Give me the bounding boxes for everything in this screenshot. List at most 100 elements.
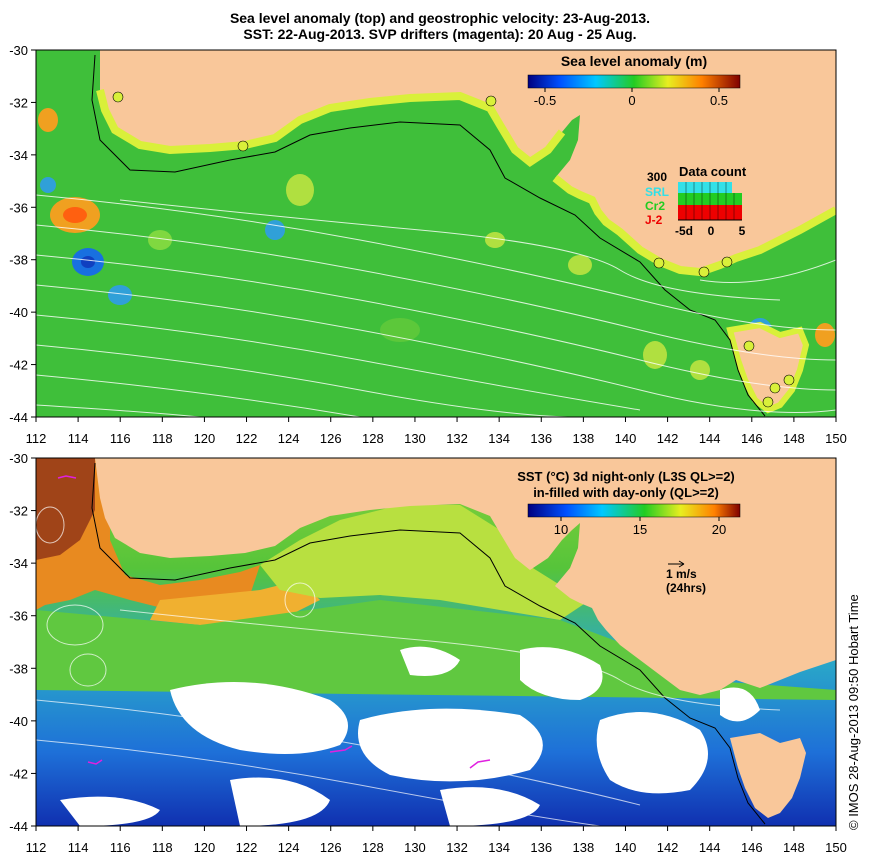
bottom-map-frame bbox=[35, 457, 837, 827]
x-tick-label: 124 bbox=[278, 840, 300, 855]
x-tick-label: 142 bbox=[657, 840, 679, 855]
y-tick-label: -36 bbox=[9, 609, 28, 624]
x-tick-label: 126 bbox=[320, 840, 342, 855]
x-tick-label: 146 bbox=[741, 840, 763, 855]
velocity-scale-sublabel: (24hrs) bbox=[666, 581, 706, 595]
sst-colorbar-ticks: 10 15 20 bbox=[554, 517, 726, 537]
ssh-contours-bottom bbox=[36, 506, 781, 826]
inset-legend-srl: SRL bbox=[645, 185, 669, 199]
x-tick-label: 118 bbox=[152, 840, 173, 855]
x-tick-label: 128 bbox=[362, 431, 384, 446]
data-count-inset: Data count 300 SRL Cr2 J-2 -5d 0 5 bbox=[645, 164, 747, 238]
y-tick-label: -36 bbox=[9, 200, 28, 215]
x-tick-label: 122 bbox=[236, 431, 258, 446]
top-map-frame bbox=[35, 49, 837, 418]
y-tick-label: -40 bbox=[9, 305, 28, 320]
x-tick-label: 112 bbox=[26, 431, 47, 446]
x-tick-label: 150 bbox=[825, 431, 847, 446]
x-tick-label: 138 bbox=[573, 431, 595, 446]
x-tick-label: 140 bbox=[615, 431, 637, 446]
x-tick-label: 138 bbox=[573, 840, 595, 855]
axis-tick-labels: 112 114 116 118 120 122 124 126 128 130 132 134 136 1… bbox=[9, 43, 847, 855]
velocity-scale: 1 m/s (24hrs) bbox=[666, 560, 706, 595]
x-tick-label: 124 bbox=[278, 431, 300, 446]
shelf-edge-top bbox=[96, 89, 836, 277]
sst-colorbar: SST (°C) 3d night-only (L3S QL>=2) in-fi… bbox=[517, 469, 741, 537]
x-tick-label: 112 bbox=[26, 840, 47, 855]
x-tick-label: 120 bbox=[194, 431, 216, 446]
x-tick-label: 136 bbox=[530, 840, 552, 855]
chart-title-line2: SST: 22-Aug-2013. SVP drifters (magenta)… bbox=[243, 26, 637, 42]
sst-colorbar-title-2: in-filled with day-only (QL>=2) bbox=[533, 485, 719, 500]
inset-legend-j2: J-2 bbox=[645, 213, 663, 227]
x-tick-label: 116 bbox=[110, 431, 131, 446]
x-tick-label: 116 bbox=[110, 840, 131, 855]
inset-max-label: 300 bbox=[647, 170, 667, 184]
sla-tick: -0.5 bbox=[534, 93, 556, 108]
x-tick-label: 130 bbox=[404, 431, 426, 446]
x-tick-label: 132 bbox=[446, 431, 468, 446]
sst-tick: 20 bbox=[712, 522, 726, 537]
inset-xlabel: 0 bbox=[708, 224, 715, 238]
sla-colorbar-ticks: -0.5 0 0.5 bbox=[534, 88, 728, 108]
shelf-contour-bottom bbox=[91, 462, 766, 825]
y-tick-label: -30 bbox=[9, 43, 28, 58]
y-tick-label: -34 bbox=[9, 556, 28, 571]
x-tick-label: 114 bbox=[68, 431, 89, 446]
y-tick-label: -42 bbox=[9, 358, 28, 373]
x-tick-label: 140 bbox=[615, 840, 637, 855]
x-tick-label: 130 bbox=[404, 840, 426, 855]
copyright-notice: © IMOS 28-Aug-2013 09:50 Hobart Time bbox=[846, 594, 861, 830]
x-tick-label: 132 bbox=[446, 840, 468, 855]
inset-bars-srl bbox=[678, 182, 732, 193]
sla-tick: 0.5 bbox=[710, 93, 728, 108]
y-tick-label: -32 bbox=[9, 504, 28, 519]
sst-missing-data bbox=[60, 646, 760, 826]
x-tick-label: 148 bbox=[783, 840, 805, 855]
velocity-scale-label: 1 m/s bbox=[666, 567, 697, 581]
x-tick-label: 114 bbox=[68, 840, 89, 855]
y-tick-label: -42 bbox=[9, 766, 28, 781]
land-tasmania-bottom bbox=[730, 733, 806, 818]
land-australia-top bbox=[36, 50, 836, 272]
x-tick-label: 120 bbox=[194, 840, 216, 855]
x-tick-label: 136 bbox=[530, 431, 552, 446]
shelf-contour-top bbox=[91, 54, 766, 417]
sla-colorbar: Sea level anomaly (m) -0.5 0 0.5 bbox=[527, 53, 741, 108]
y-tick-label: -38 bbox=[9, 661, 28, 676]
x-tick-label: 118 bbox=[152, 431, 173, 446]
x-tick-label: 126 bbox=[320, 431, 342, 446]
sla-tick: 0 bbox=[628, 93, 635, 108]
y-tick-label: -32 bbox=[9, 95, 28, 110]
x-tick-label: 150 bbox=[825, 840, 847, 855]
tide-gauges-top bbox=[112, 91, 795, 408]
ssh-contours-top bbox=[36, 194, 836, 417]
sst-tick: 10 bbox=[554, 522, 568, 537]
x-tick-label: 122 bbox=[236, 840, 258, 855]
sla-colorbar-title: Sea level anomaly (m) bbox=[561, 53, 707, 69]
y-tick-label: -34 bbox=[9, 148, 28, 163]
chart-title-line1: Sea level anomaly (top) and geostrophic … bbox=[229, 10, 651, 26]
sst-tick: 15 bbox=[633, 522, 647, 537]
x-tick-label: 128 bbox=[362, 840, 384, 855]
x-tick-label: 144 bbox=[699, 840, 721, 855]
sst-colorbar-title-1: SST (°C) 3d night-only (L3S QL>=2) bbox=[517, 469, 735, 484]
y-tick-label: -30 bbox=[9, 451, 28, 466]
svp-drifter-tracks bbox=[57, 475, 491, 769]
y-tick-label: -38 bbox=[9, 253, 28, 268]
x-tick-label: 142 bbox=[657, 431, 679, 446]
inset-xlabel: 5 bbox=[739, 224, 746, 238]
x-tick-label: 134 bbox=[488, 431, 510, 446]
x-tick-label: 146 bbox=[741, 431, 763, 446]
x-tick-label: 144 bbox=[699, 431, 721, 446]
inset-title: Data count bbox=[679, 164, 747, 179]
inset-legend-cr2: Cr2 bbox=[645, 199, 665, 213]
top-map-panel bbox=[36, 50, 836, 417]
y-tick-label: -40 bbox=[9, 714, 28, 729]
y-tick-label: -44 bbox=[9, 410, 28, 425]
x-tick-label: 148 bbox=[783, 431, 805, 446]
inset-xlabel: -5d bbox=[675, 224, 693, 238]
y-tick-label: -44 bbox=[9, 819, 28, 834]
x-tick-label: 134 bbox=[488, 840, 510, 855]
